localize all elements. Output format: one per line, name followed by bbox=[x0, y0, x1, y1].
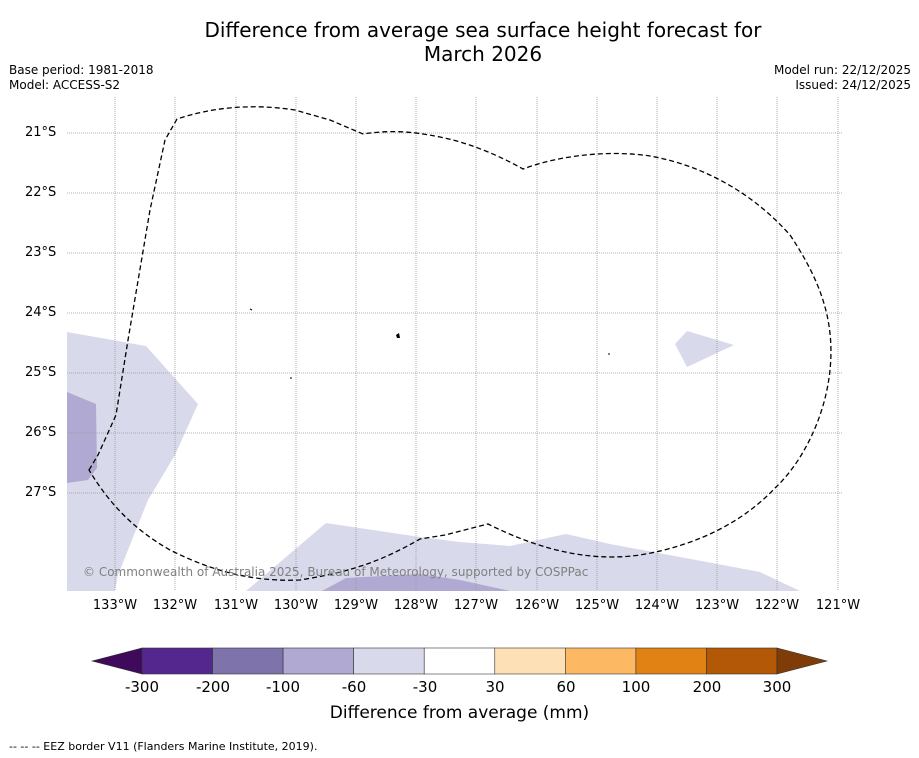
colorbar-tick: 60 bbox=[556, 678, 576, 696]
island-1 bbox=[396, 333, 400, 338]
lon-label-127w: 127°W bbox=[453, 598, 499, 613]
colorbar-tick: -300 bbox=[124, 678, 160, 696]
colorbar-segment bbox=[565, 647, 637, 675]
anomaly-region-west-light bbox=[67, 332, 198, 591]
title-line-1: Difference from average sea surface heig… bbox=[204, 18, 762, 42]
lat-label-21s: 21°S bbox=[25, 125, 57, 140]
lon-label-122w: 122°W bbox=[754, 598, 800, 613]
anomaly-region-south-light bbox=[246, 523, 800, 591]
lon-label-133w: 133°W bbox=[92, 598, 138, 613]
lat-label-22s: 22°S bbox=[25, 185, 57, 200]
model-name: Model: ACCESS-S2 bbox=[9, 78, 121, 92]
copyright-text: © Commonwealth of Australia 2025, Bureau… bbox=[83, 565, 589, 579]
lon-label-126w: 126°W bbox=[514, 598, 560, 613]
meta-left: Base period: 1981-2018 Model: ACCESS-S2 bbox=[9, 63, 154, 93]
anomaly-region-south-medium bbox=[322, 574, 510, 591]
title-line-2: March 2026 bbox=[423, 42, 543, 66]
lat-label-25s: 25°S bbox=[25, 365, 57, 380]
meta-right: Model run: 22/12/2025 Issued: 24/12/2025 bbox=[774, 63, 911, 93]
lon-label-129w: 129°W bbox=[333, 598, 379, 613]
anomaly-region-east-light bbox=[675, 331, 734, 367]
lat-label-26s: 26°S bbox=[25, 425, 57, 440]
colorbar-tick: 200 bbox=[692, 678, 722, 696]
colorbar-tick: 30 bbox=[485, 678, 505, 696]
lon-label-125w: 125°W bbox=[574, 598, 620, 613]
lon-label-123w: 123°W bbox=[694, 598, 740, 613]
colorbar-segment bbox=[141, 647, 213, 675]
base-period: Base period: 1981-2018 bbox=[9, 63, 154, 77]
colorbar-segment bbox=[282, 647, 354, 675]
colorbar-tick: -60 bbox=[341, 678, 367, 696]
eez-border bbox=[88, 106, 832, 581]
colorbar-segment bbox=[353, 647, 425, 675]
colorbar-segment bbox=[212, 647, 284, 675]
grid-lines bbox=[67, 97, 843, 591]
colorbar-label: Difference from average (mm) bbox=[329, 703, 590, 723]
colorbar-tick: 300 bbox=[762, 678, 792, 696]
lon-label-128w: 128°W bbox=[393, 598, 439, 613]
colorbar-segment bbox=[706, 647, 778, 675]
lon-label-121w: 121°W bbox=[815, 598, 861, 613]
colorbar-extend-high bbox=[776, 647, 829, 675]
lat-label-24s: 24°S bbox=[25, 305, 57, 320]
anomaly-region-west-medium bbox=[67, 392, 97, 483]
colorbar-segment bbox=[494, 647, 566, 675]
colorbar-tick: -100 bbox=[265, 678, 301, 696]
chart-title: Difference from average sea surface heig… bbox=[0, 18, 919, 66]
eez-footnote: -- -- -- EEZ border V11 (Flanders Marine… bbox=[9, 740, 318, 753]
map-area bbox=[67, 97, 843, 591]
lon-label-130w: 130°W bbox=[273, 598, 319, 613]
colorbar-tick: 100 bbox=[621, 678, 651, 696]
colorbar-segment bbox=[423, 647, 496, 675]
lat-label-23s: 23°S bbox=[25, 245, 57, 260]
colorbar-tick: -200 bbox=[195, 678, 231, 696]
model-run: Model run: 22/12/2025 bbox=[773, 63, 911, 77]
lon-label-131w: 131°W bbox=[213, 598, 259, 613]
lon-label-132w: 132°W bbox=[152, 598, 198, 613]
colorbar-tick: -30 bbox=[412, 678, 438, 696]
island-2 bbox=[249, 308, 253, 311]
colorbar-extend-low bbox=[90, 647, 143, 675]
lat-label-27s: 27°S bbox=[25, 485, 57, 500]
colorbar bbox=[90, 647, 829, 675]
lon-label-124w: 124°W bbox=[634, 598, 680, 613]
issued-date: Issued: 24/12/2025 bbox=[795, 78, 911, 92]
colorbar-segment bbox=[635, 647, 707, 675]
